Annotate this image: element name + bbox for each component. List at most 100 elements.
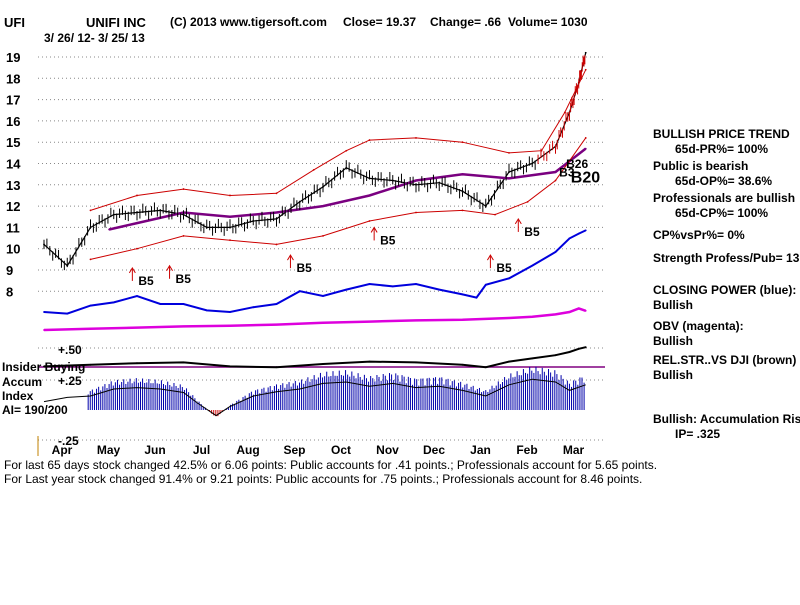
series-4-point-13 [345,288,348,291]
series-6-point-13 [554,354,557,357]
trend-title: BULLISH PRICE TREND [653,127,790,141]
month-label-apr: Apr [52,443,73,457]
series-6-point-15 [577,347,580,350]
series-1-point-11 [584,147,587,150]
series-4-point-20 [484,283,487,286]
series-line-3 [90,137,587,260]
cp-vs-pr: CP%vsPr%= 0% [653,228,745,242]
y-tick-13: 13 [6,178,20,193]
series-1-point-7 [415,179,417,182]
series-6-point-10 [484,366,487,369]
series-2-point-8 [415,137,417,139]
signal-label-7: B3 [559,165,575,179]
level-plus-25: +.25 [58,374,82,388]
series-line-5 [43,307,587,332]
price-area [43,51,587,369]
series-5-point-15 [584,309,587,312]
series-4-point-15 [391,285,394,288]
series-6-point-4 [229,365,231,368]
series-3-point-4 [275,243,278,246]
series-1-point-6 [368,194,371,197]
trend-value: 65d-PR%= 100% [675,142,769,156]
index-label: Index [2,389,34,403]
series-4-point-22 [531,264,534,267]
series-2-point-13 [584,68,587,71]
pros-value: 65d-CP%= 100% [675,206,769,220]
series-4-point-18 [461,293,464,296]
series-4-point-16 [415,283,417,285]
series-3-point-9 [494,213,496,216]
y-tick-16: 16 [6,114,20,129]
series-6-point-0 [43,365,45,368]
month-label-aug: Aug [236,443,259,457]
series-6-point-3 [182,361,185,364]
signal-label-5: B5 [524,225,540,239]
series-2-point-0 [89,209,92,212]
month-label-jul: Jul [193,443,210,457]
accum-index-bars [43,366,586,417]
series-2-point-7 [368,139,371,141]
series-4-point-10 [275,303,278,305]
series-4-point-5 [159,303,162,305]
series-6-point-8 [415,361,417,364]
series-4-point-2 [89,304,92,307]
series-5-point-6 [322,321,324,324]
signal-label-2: B5 [296,261,312,275]
y-tick-10: 10 [6,242,20,257]
copyright-label: (C) 2013 www.tigersoft.com [170,15,327,29]
footer-line-65-days: For last 65 days stock changed 42.5% or … [4,458,658,472]
series-6-point-9 [461,363,464,366]
grid-lines [37,56,605,456]
series-1-point-1 [136,222,138,225]
change-value: Change= .66 [430,15,502,29]
series-5-point-2 [136,326,138,329]
series-5-point-12 [554,313,557,316]
y-tick-18: 18 [6,71,20,86]
company-name: UNIFI INC [86,15,146,30]
series-4-point-12 [322,295,324,297]
signal-label-6: B26 [566,157,588,171]
y-tick-15: 15 [6,135,20,150]
level-plus-50: +.50 [58,343,82,357]
series-1-point-3 [229,215,231,218]
series-1-point-5 [322,205,324,208]
series-6-point-12 [531,357,534,360]
obv-value: Bullish [653,334,694,348]
series-3-point-2 [182,235,185,237]
series-3-point-5 [322,235,324,237]
series-1-point-8 [461,173,464,176]
series-6-point-7 [368,360,371,363]
x-month-labels: Apr May Jun Jul Aug Sep Oct Nov Dec Jan Feb Mar [52,443,585,457]
month-label-jan: Jan [470,443,491,457]
ai-value: AI= 190/200 [2,403,68,417]
series-6-point-14 [568,351,571,353]
pros-title: Professionals are bullish [653,191,796,205]
series-2-point-3 [229,194,231,197]
series-3-point-3 [229,239,231,242]
series-4-point-8 [229,311,231,313]
series-5-point-0 [43,329,45,331]
ai-average-line [43,378,586,417]
series-2-point-2 [182,188,185,190]
series-2-point-5 [312,168,315,171]
signal-label-8: B20 [571,170,600,187]
volume-value: Volume= 1030 [508,15,588,29]
signal-arrowhead-5 [514,217,522,225]
series-5-point-14 [577,307,580,310]
series-6-point-6 [322,363,324,365]
series-6-point-5 [275,366,278,369]
series-4-point-17 [438,288,441,291]
month-label-nov: Nov [376,443,399,457]
series-4-point-6 [182,303,185,305]
series-3-point-6 [368,220,371,222]
closing-power-value: Bullish [653,298,694,312]
signal-arrowhead-3 [370,226,378,233]
series-5-point-1 [89,327,92,330]
signal-label-3: B5 [380,233,396,247]
series-line-1 [108,147,587,231]
signal-label-4: B5 [496,261,512,275]
y-tick-14: 14 [6,157,21,172]
series-4-point-25 [577,232,580,235]
strength-value: Strength Profess/Pub= 13 [653,251,800,265]
